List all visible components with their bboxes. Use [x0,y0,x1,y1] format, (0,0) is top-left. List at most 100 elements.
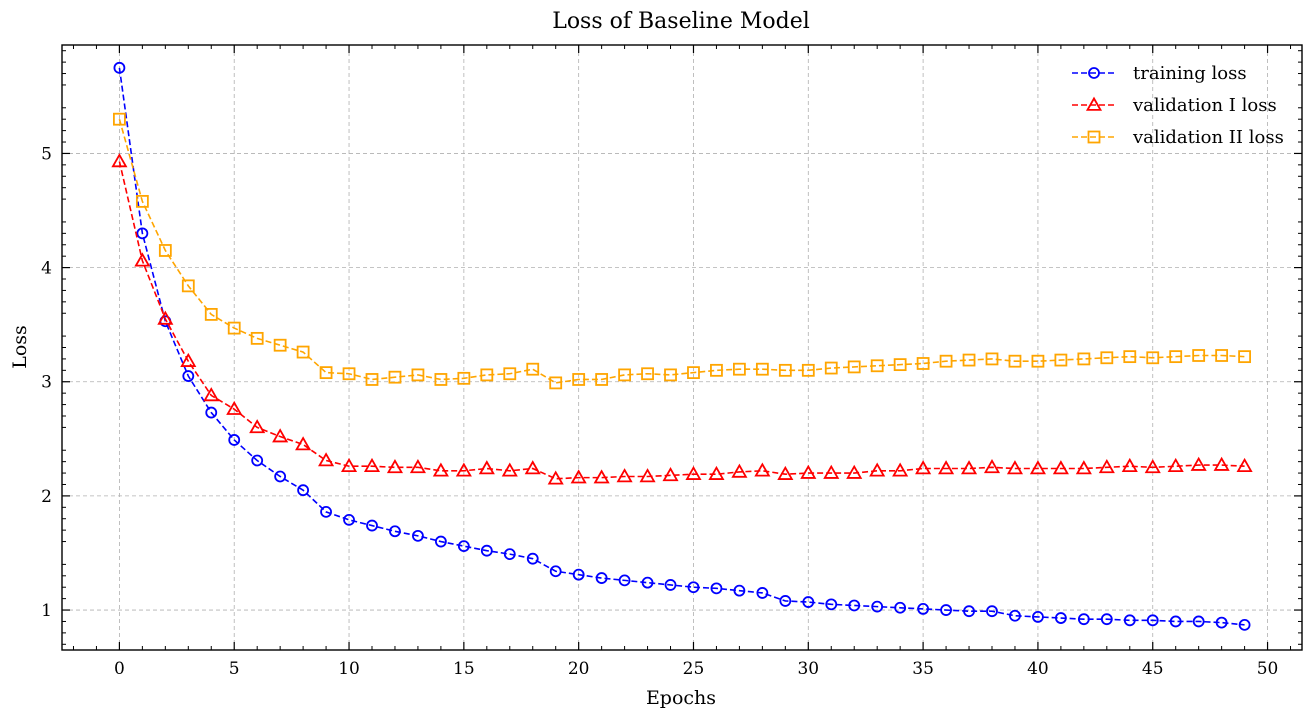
series-validation-i-loss [111,153,1253,485]
legend-label: training loss [1133,63,1247,84]
data-point-validation-ii-loss [503,367,517,381]
data-point-training-loss [526,552,539,565]
x-tick-label: 20 [568,659,590,679]
x-tick-label: 35 [912,659,934,679]
data-point-training-loss [503,548,516,561]
data-point-training-loss [572,568,585,581]
legend-item-validation-i-loss: validation I loss [1072,95,1277,116]
data-point-training-loss [251,454,264,467]
data-point-validation-i-loss [938,460,955,475]
data-point-validation-ii-loss [664,368,677,382]
data-point-validation-ii-loss [273,338,287,352]
data-point-validation-ii-loss [1169,350,1183,364]
data-point-training-loss [963,605,975,618]
data-point-validation-i-loss [1098,459,1115,474]
data-point-validation-i-loss [547,470,564,485]
data-point-training-loss [389,525,401,538]
data-point-validation-ii-loss [480,368,494,382]
data-point-validation-ii-loss [847,360,861,374]
data-point-validation-ii-loss [1146,351,1160,365]
data-point-training-loss [940,604,952,616]
data-point-validation-i-loss [777,465,794,480]
data-point-validation-ii-loss [227,321,241,335]
data-point-validation-i-loss [846,464,863,479]
data-point-validation-i-loss [731,463,748,478]
data-point-validation-i-loss [1167,457,1184,472]
data-point-training-loss [228,434,241,446]
data-point-training-loss [457,540,470,553]
x-tick-label: 45 [1142,659,1164,679]
data-point-validation-i-loss [501,462,518,477]
data-point-validation-i-loss [1052,460,1069,475]
data-point-validation-ii-loss [181,279,195,293]
data-point-training-loss [779,595,792,607]
y-tick-label: 1 [41,601,52,621]
data-point-training-loss [825,598,838,611]
data-point-validation-ii-loss [916,357,930,370]
data-point-validation-i-loss [1075,460,1092,475]
data-point-validation-ii-loss [755,362,769,376]
y-tick-label: 3 [41,373,52,393]
data-point-validation-ii-loss [595,373,609,386]
data-point-validation-ii-loss [434,373,448,386]
data-point-training-loss [549,565,562,578]
series-line-validation-i-loss [118,161,1245,480]
data-point-training-loss [113,61,126,74]
data-point-validation-i-loss [662,467,679,482]
legend-label: validation I loss [1132,95,1277,116]
data-point-validation-ii-loss [870,359,884,373]
data-point-validation-i-loss [639,468,656,483]
data-point-validation-i-loss [409,459,426,474]
data-point-validation-ii-loss [135,194,149,208]
data-point-validation-i-loss [1190,456,1207,471]
data-point-validation-i-loss [226,400,243,415]
data-point-validation-ii-loss [710,363,723,377]
series-line-training-loss [118,67,1245,626]
data-point-validation-i-loss [616,468,633,483]
data-point-validation-ii-loss [824,361,838,375]
data-point-validation-i-loss [869,462,886,477]
data-point-validation-ii-loss [733,362,746,376]
data-point-validation-ii-loss [778,363,792,377]
data-point-validation-i-loss [272,428,289,443]
series-validation-ii-loss [113,112,1251,390]
x-tick-label: 30 [797,659,819,679]
data-point-validation-ii-loss [457,371,471,385]
data-point-validation-i-loss [823,464,840,479]
data-point-training-loss [802,596,815,608]
data-point-validation-i-loss [800,464,817,479]
data-point-validation-ii-loss [572,373,586,386]
legend-swatch-marker [1087,130,1101,144]
data-point-training-loss [320,505,332,518]
data-point-training-loss [1146,614,1159,627]
x-axis-title: Epochs [646,687,716,709]
data-point-validation-ii-loss [342,367,356,381]
data-point-validation-ii-loss [158,244,172,257]
plot-frame [61,44,1303,651]
axis-ticks [62,45,1302,650]
data-point-training-loss [664,579,677,591]
data-point-validation-i-loss [1029,460,1046,475]
data-point-validation-i-loss [432,462,449,477]
legend-label: validation II loss [1132,127,1284,148]
data-point-training-loss [1192,615,1205,628]
data-point-validation-ii-loss [526,362,540,376]
data-point-validation-ii-loss [113,112,126,126]
data-point-training-loss [1100,613,1113,626]
data-point-validation-ii-loss [1215,349,1229,362]
data-point-training-loss [343,513,355,526]
data-point-validation-i-loss [134,252,151,267]
data-point-validation-i-loss [524,460,541,475]
x-tick-label: 50 [1257,659,1279,679]
data-point-training-loss [1032,610,1044,623]
data-point-training-loss [1215,616,1228,629]
data-point-validation-ii-loss [204,307,218,321]
data-point-validation-i-loss [363,457,381,472]
y-axis-title: Loss [9,325,31,369]
data-point-training-loss [480,544,493,557]
data-point-training-loss [274,470,287,483]
data-point-training-loss [894,601,907,614]
data-point-validation-ii-loss [1100,351,1114,365]
data-point-validation-i-loss [318,452,335,467]
